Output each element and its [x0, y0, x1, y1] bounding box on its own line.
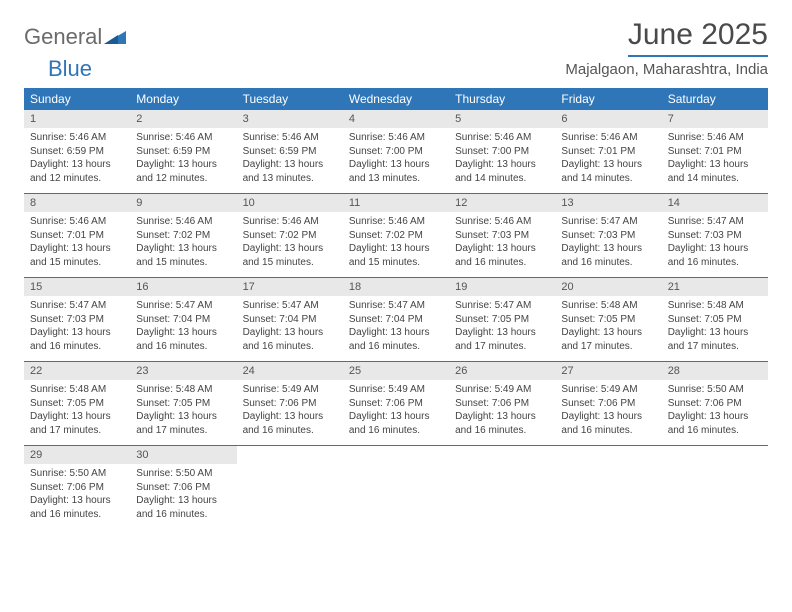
day-details: Sunrise: 5:48 AMSunset: 7:05 PMDaylight:… — [130, 380, 236, 446]
logo: General — [24, 24, 127, 50]
day-number: 25 — [343, 362, 449, 381]
day-details: Sunrise: 5:49 AMSunset: 7:06 PMDaylight:… — [449, 380, 555, 446]
weekday-header: Saturday — [662, 88, 768, 110]
day-details: Sunrise: 5:50 AMSunset: 7:06 PMDaylight:… — [130, 464, 236, 529]
empty-day — [449, 446, 555, 465]
day-number: 3 — [237, 110, 343, 128]
day-details: Sunrise: 5:47 AMSunset: 7:04 PMDaylight:… — [130, 296, 236, 362]
day-details: Sunrise: 5:47 AMSunset: 7:04 PMDaylight:… — [343, 296, 449, 362]
weekday-header: Friday — [555, 88, 661, 110]
day-details: Sunrise: 5:47 AMSunset: 7:03 PMDaylight:… — [662, 212, 768, 278]
day-details: Sunrise: 5:46 AMSunset: 7:01 PMDaylight:… — [555, 128, 661, 194]
day-details: Sunrise: 5:50 AMSunset: 7:06 PMDaylight:… — [24, 464, 130, 529]
day-details: Sunrise: 5:46 AMSunset: 7:02 PMDaylight:… — [237, 212, 343, 278]
day-number: 28 — [662, 362, 768, 381]
weekday-header: Tuesday — [237, 88, 343, 110]
title-block: June 2025 Majalgaon, Maharashtra, India — [565, 18, 768, 78]
location: Majalgaon, Maharashtra, India — [565, 61, 768, 78]
day-number: 7 — [662, 110, 768, 128]
day-details: Sunrise: 5:46 AMSunset: 7:03 PMDaylight:… — [449, 212, 555, 278]
day-number: 11 — [343, 194, 449, 213]
day-number: 14 — [662, 194, 768, 213]
day-number: 1 — [24, 110, 130, 128]
day-number: 15 — [24, 278, 130, 297]
day-details: Sunrise: 5:46 AMSunset: 7:02 PMDaylight:… — [130, 212, 236, 278]
day-number: 4 — [343, 110, 449, 128]
empty-day — [237, 446, 343, 465]
day-details: Sunrise: 5:48 AMSunset: 7:05 PMDaylight:… — [24, 380, 130, 446]
empty-day — [343, 446, 449, 465]
empty-day-detail — [662, 464, 768, 529]
day-number: 12 — [449, 194, 555, 213]
weekday-header: Sunday — [24, 88, 130, 110]
page-title: June 2025 — [628, 18, 768, 57]
day-details: Sunrise: 5:47 AMSunset: 7:03 PMDaylight:… — [555, 212, 661, 278]
day-details: Sunrise: 5:46 AMSunset: 7:02 PMDaylight:… — [343, 212, 449, 278]
day-number: 26 — [449, 362, 555, 381]
day-details: Sunrise: 5:49 AMSunset: 7:06 PMDaylight:… — [555, 380, 661, 446]
day-details: Sunrise: 5:47 AMSunset: 7:05 PMDaylight:… — [449, 296, 555, 362]
day-details: Sunrise: 5:46 AMSunset: 6:59 PMDaylight:… — [130, 128, 236, 194]
day-number: 22 — [24, 362, 130, 381]
day-details: Sunrise: 5:46 AMSunset: 6:59 PMDaylight:… — [237, 128, 343, 194]
day-number: 2 — [130, 110, 236, 128]
weekday-header: Thursday — [449, 88, 555, 110]
day-details: Sunrise: 5:47 AMSunset: 7:03 PMDaylight:… — [24, 296, 130, 362]
day-number: 27 — [555, 362, 661, 381]
day-number: 30 — [130, 446, 236, 465]
day-number: 20 — [555, 278, 661, 297]
empty-day-detail — [449, 464, 555, 529]
day-number: 9 — [130, 194, 236, 213]
day-number: 13 — [555, 194, 661, 213]
logo-general: General — [24, 24, 102, 50]
day-details: Sunrise: 5:46 AMSunset: 6:59 PMDaylight:… — [24, 128, 130, 194]
day-details: Sunrise: 5:49 AMSunset: 7:06 PMDaylight:… — [237, 380, 343, 446]
day-number: 21 — [662, 278, 768, 297]
day-number: 29 — [24, 446, 130, 465]
weekday-header: Wednesday — [343, 88, 449, 110]
day-details: Sunrise: 5:46 AMSunset: 7:00 PMDaylight:… — [343, 128, 449, 194]
day-details: Sunrise: 5:46 AMSunset: 7:01 PMDaylight:… — [24, 212, 130, 278]
day-number: 19 — [449, 278, 555, 297]
day-number: 8 — [24, 194, 130, 213]
day-details: Sunrise: 5:48 AMSunset: 7:05 PMDaylight:… — [662, 296, 768, 362]
empty-day-detail — [237, 464, 343, 529]
day-details: Sunrise: 5:49 AMSunset: 7:06 PMDaylight:… — [343, 380, 449, 446]
day-number: 18 — [343, 278, 449, 297]
day-details: Sunrise: 5:46 AMSunset: 7:01 PMDaylight:… — [662, 128, 768, 194]
day-details: Sunrise: 5:46 AMSunset: 7:00 PMDaylight:… — [449, 128, 555, 194]
day-number: 10 — [237, 194, 343, 213]
logo-blue: Blue — [48, 56, 92, 82]
empty-day-detail — [343, 464, 449, 529]
day-number: 6 — [555, 110, 661, 128]
day-details: Sunrise: 5:48 AMSunset: 7:05 PMDaylight:… — [555, 296, 661, 362]
day-number: 23 — [130, 362, 236, 381]
empty-day — [662, 446, 768, 465]
empty-day — [555, 446, 661, 465]
day-details: Sunrise: 5:50 AMSunset: 7:06 PMDaylight:… — [662, 380, 768, 446]
day-number: 17 — [237, 278, 343, 297]
logo-triangle-icon — [104, 24, 126, 50]
empty-day-detail — [555, 464, 661, 529]
day-number: 5 — [449, 110, 555, 128]
day-details: Sunrise: 5:47 AMSunset: 7:04 PMDaylight:… — [237, 296, 343, 362]
day-number: 24 — [237, 362, 343, 381]
weekday-header: Monday — [130, 88, 236, 110]
day-number: 16 — [130, 278, 236, 297]
calendar-table: SundayMondayTuesdayWednesdayThursdayFrid… — [24, 88, 768, 529]
